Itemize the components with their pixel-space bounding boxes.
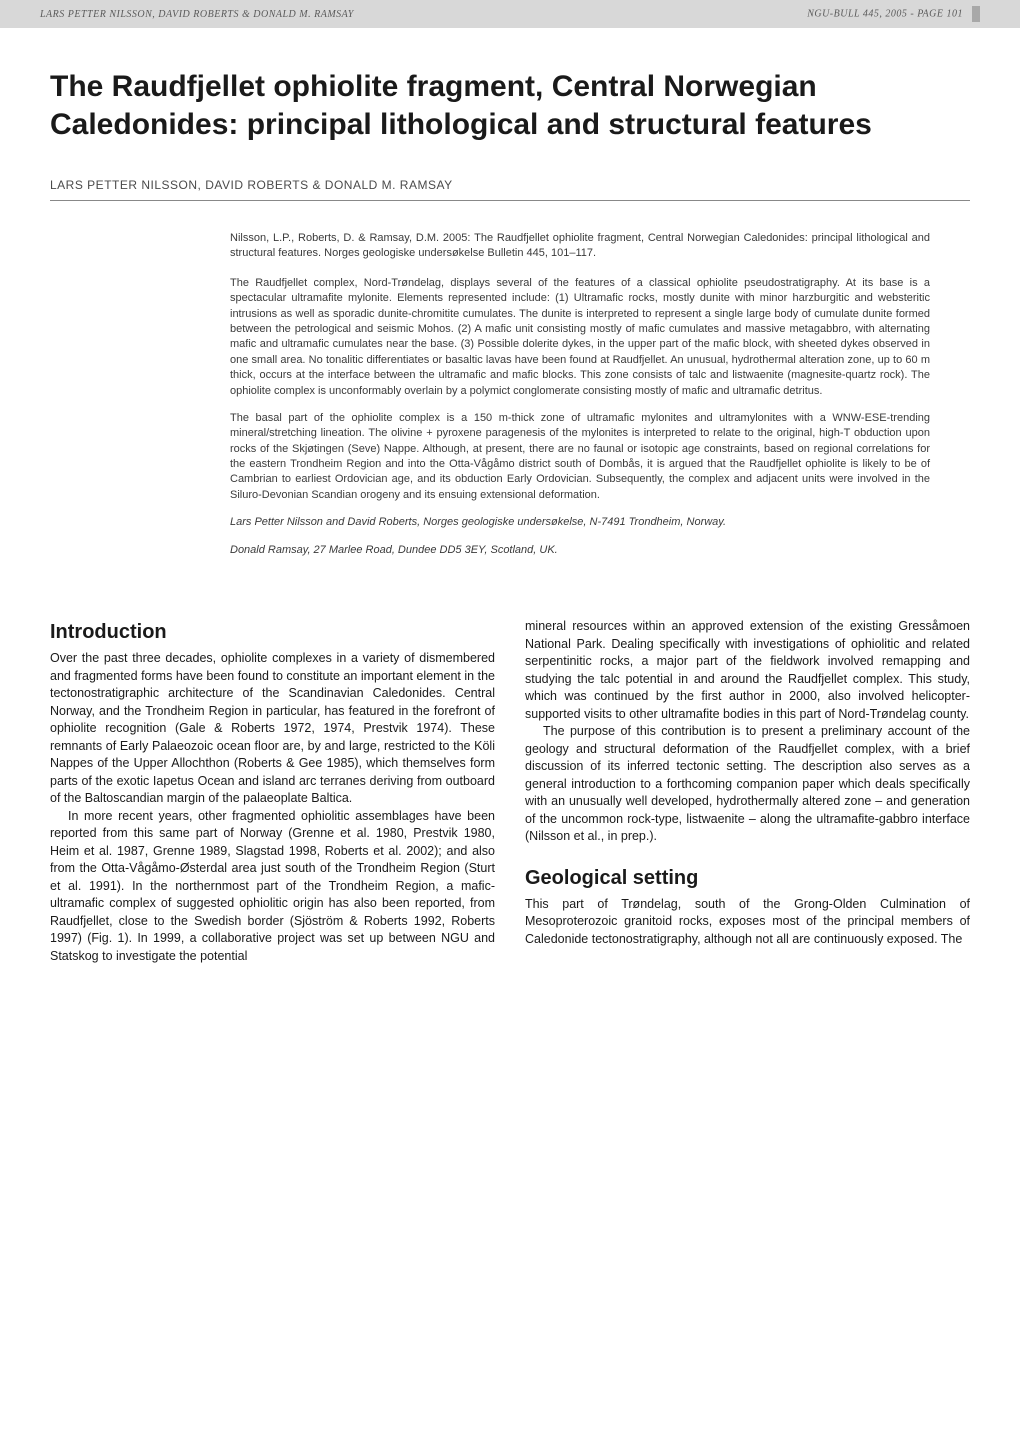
authors-byline: LARS PETTER NILSSON, DAVID ROBERTS & DON…	[50, 178, 970, 201]
section-heading-introduction: Introduction	[50, 618, 495, 646]
body-paragraph: This part of Trøndelag, south of the Gro…	[525, 896, 970, 949]
abstract-paragraph: The Raudfjellet complex, Nord-Trøndelag,…	[230, 276, 930, 399]
body-columns: Introduction Over the past three decades…	[50, 618, 970, 965]
body-paragraph: Over the past three decades, ophiolite c…	[50, 650, 495, 808]
right-column: mineral resources within an approved ext…	[525, 618, 970, 965]
header-pub-text: NGU-BULL 445, 2005 - PAGE 101	[807, 8, 963, 19]
left-column: Introduction Over the past three decades…	[50, 618, 495, 965]
abstract-paragraph: The basal part of the ophiolite complex …	[230, 411, 930, 503]
running-header: LARS PETTER NILSSON, DAVID ROBERTS & DON…	[0, 0, 1020, 28]
body-paragraph: mineral resources within an approved ext…	[525, 618, 970, 723]
author-affiliation: Lars Petter Nilsson and David Roberts, N…	[230, 515, 930, 530]
section-heading-geological-setting: Geological setting	[525, 864, 970, 892]
abstract-citation: Nilsson, L.P., Roberts, D. & Ramsay, D.M…	[230, 231, 930, 262]
header-authors: LARS PETTER NILSSON, DAVID ROBERTS & DON…	[40, 9, 354, 20]
page-content: The Raudfjellet ophiolite fragment, Cent…	[0, 28, 1020, 995]
body-paragraph: The purpose of this contribution is to p…	[525, 723, 970, 846]
header-pub-info: NGU-BULL 445, 2005 - PAGE 101	[807, 6, 980, 22]
abstract-block: Nilsson, L.P., Roberts, D. & Ramsay, D.M…	[230, 231, 930, 558]
page-tab-icon	[972, 6, 980, 22]
article-title: The Raudfjellet ophiolite fragment, Cent…	[50, 68, 970, 143]
body-paragraph: In more recent years, other fragmented o…	[50, 808, 495, 966]
author-affiliation: Donald Ramsay, 27 Marlee Road, Dundee DD…	[230, 543, 930, 558]
